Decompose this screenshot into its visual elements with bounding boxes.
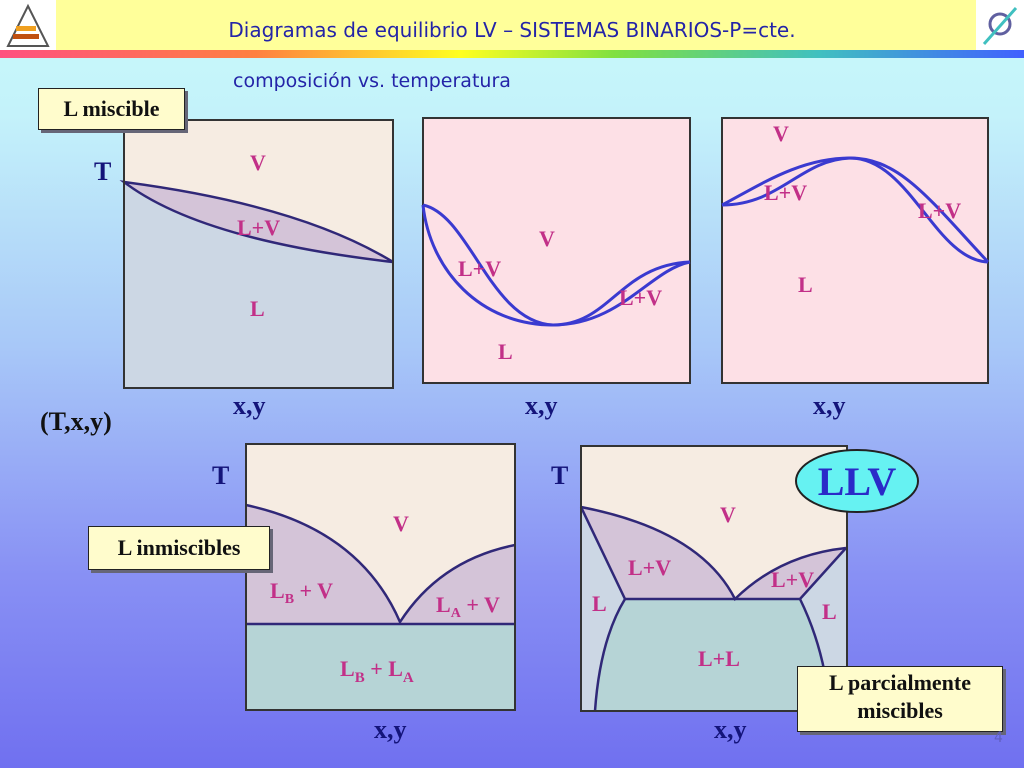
axis-t: T: [212, 461, 229, 490]
region-v: V: [539, 226, 555, 251]
region-lv-left: L+V: [628, 555, 671, 580]
region-l: L: [498, 339, 513, 364]
llv-badge: LLV: [795, 449, 919, 513]
department-logo-icon: [976, 0, 1024, 50]
label-line-1: L parcialmente: [829, 670, 971, 695]
llv-label: LLV: [818, 459, 897, 504]
axis-xy: x,y: [233, 391, 266, 420]
region-lb-la: LB + LA: [340, 656, 414, 686]
region-lv-right: L+V: [918, 198, 961, 223]
axis-xy: x,y: [813, 391, 846, 420]
region-l: L: [798, 272, 813, 297]
diagram-max-azeotrope: V L+V L+V L x,y: [721, 117, 990, 420]
slide-title: Diagramas de equilibrio LV – SISTEMAS BI…: [228, 18, 796, 42]
txy-label: (T,x,y): [40, 407, 112, 436]
region-lv-right: L+V: [771, 567, 814, 592]
region-lv: L+V: [237, 215, 280, 240]
rainbow-divider: [0, 50, 1024, 58]
label-l-inmiscibles: L inmiscibles: [88, 526, 270, 570]
diagram-immiscible: V LB + V LA + V LB + LA T x,y: [212, 443, 516, 744]
region-l-left: L: [592, 591, 607, 616]
region-l: L: [250, 296, 265, 321]
diagram-min-azeotrope: V L+V L+V L x,y: [421, 117, 691, 420]
region-v: V: [773, 121, 789, 146]
region-lv-left: L+V: [764, 180, 807, 205]
page-number: 4: [994, 730, 1003, 746]
axis-t: T: [551, 461, 568, 490]
region-ll: L+L: [698, 646, 740, 671]
diagram-miscible: V L+V L T x,y: [94, 119, 394, 420]
axis-t: T: [94, 157, 111, 186]
region-v: V: [393, 511, 409, 536]
region-lv-right: L+V: [619, 285, 662, 310]
label-l-parcialmente-miscibles: L parcialmente miscibles: [797, 666, 1003, 732]
axis-xy: x,y: [525, 391, 558, 420]
axis-xy: x,y: [714, 715, 747, 744]
axis-xy: x,y: [374, 715, 407, 744]
slide-subtitle: composición vs. temperatura: [233, 70, 511, 92]
region-v: V: [720, 502, 736, 527]
label-l-miscible: L miscible: [38, 88, 185, 130]
region-lv-left: L+V: [458, 256, 501, 281]
label-line-2: miscibles: [857, 698, 943, 723]
header-band: [0, 0, 1024, 50]
region-v: V: [250, 150, 266, 175]
region-lb-v: LB + V: [270, 578, 333, 607]
region-l-right: L: [822, 599, 837, 624]
region-la-v: LA + V: [436, 592, 500, 621]
university-logo-icon: [0, 0, 56, 50]
